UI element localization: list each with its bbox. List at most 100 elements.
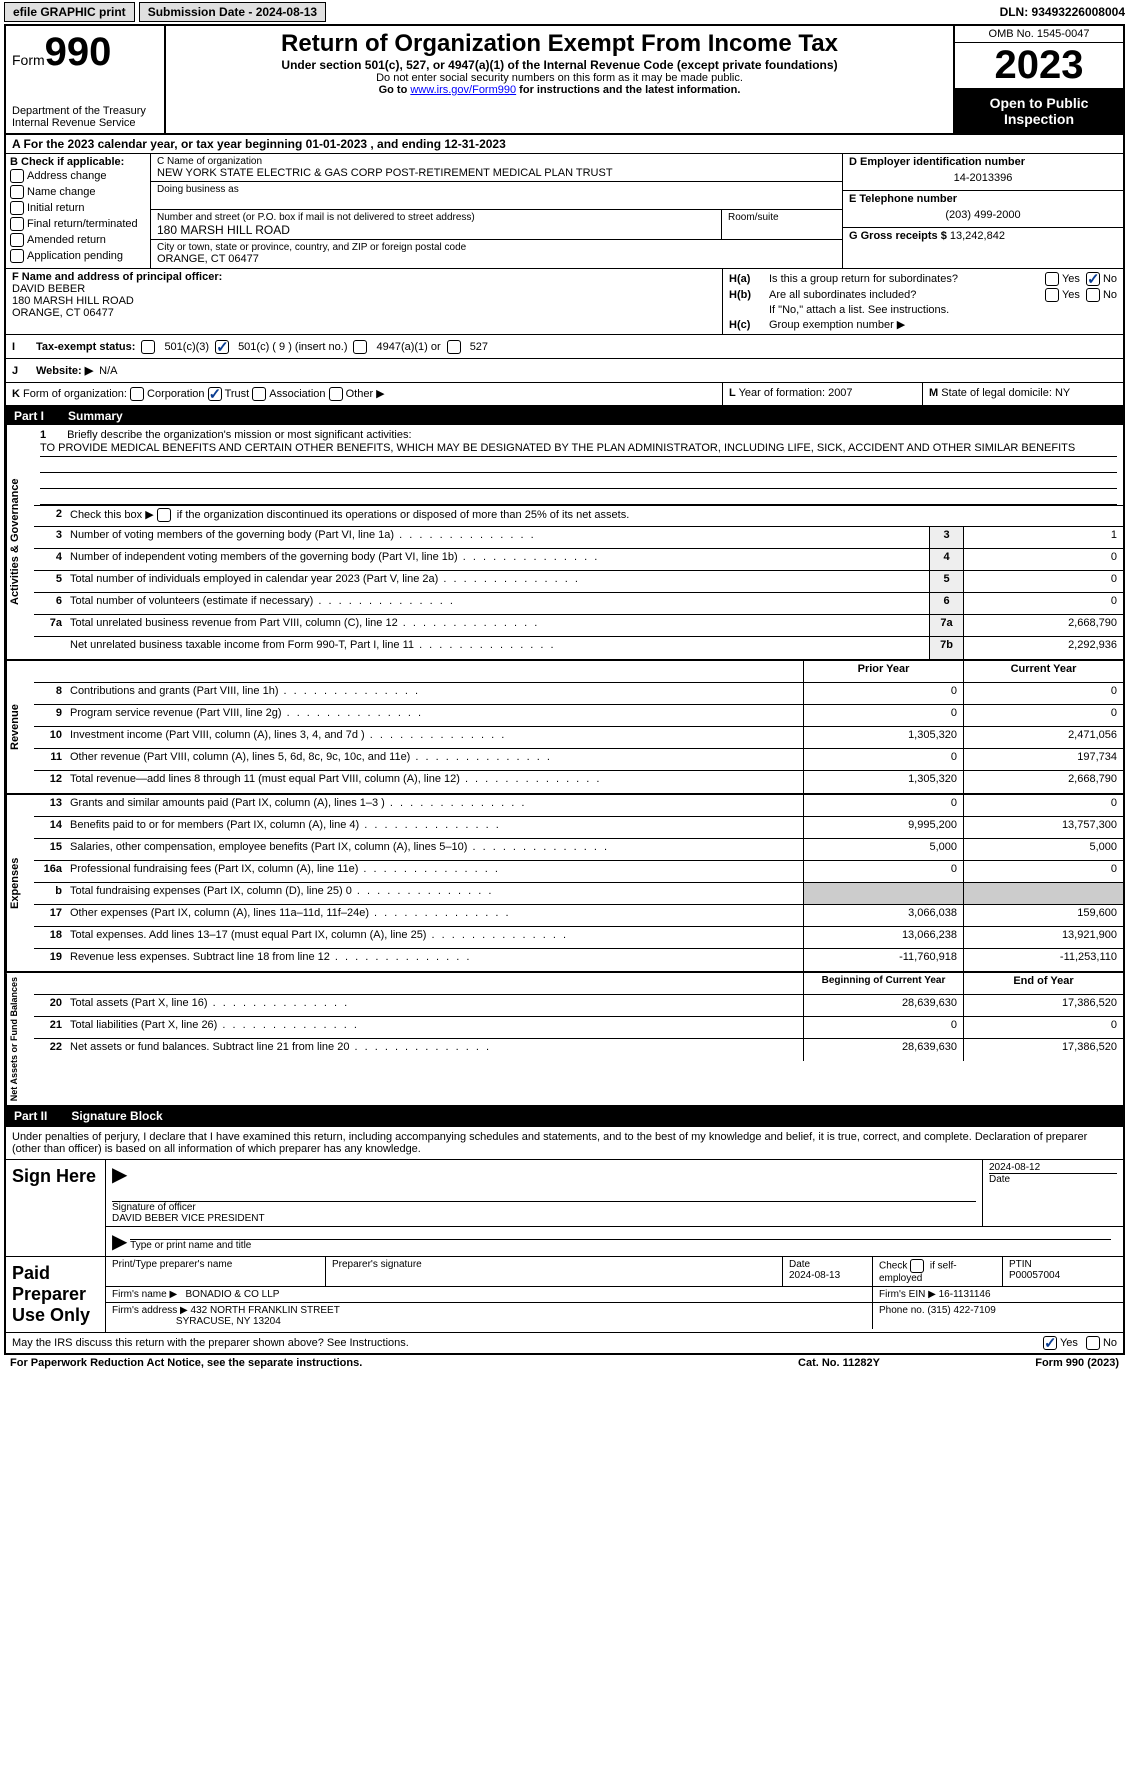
- cb-label: Initial return: [27, 202, 84, 214]
- row-desc: Investment income (Part VIII, column (A)…: [66, 727, 803, 748]
- firm-addr-label: Firm's address ▶: [112, 1305, 188, 1316]
- addr-cell: Number and street (or P.O. box if mail i…: [151, 210, 722, 239]
- checkbox-icon[interactable]: [10, 201, 24, 215]
- row-desc: Other expenses (Part IX, column (A), lin…: [66, 905, 803, 926]
- col-de: D Employer identification number 14-2013…: [843, 154, 1123, 268]
- efile-button[interactable]: efile GRAPHIC print: [4, 2, 135, 22]
- row-desc: Professional fundraising fees (Part IX, …: [66, 861, 803, 882]
- checkbox-icon[interactable]: [157, 508, 171, 522]
- checkbox-icon[interactable]: [10, 185, 24, 199]
- irs-link[interactable]: www.irs.gov/Form990: [410, 84, 516, 96]
- checkbox-icon[interactable]: [329, 387, 343, 401]
- row-current: 13,921,900: [963, 927, 1123, 948]
- checkbox-icon[interactable]: [353, 340, 367, 354]
- dba-cell: Doing business as: [151, 182, 842, 210]
- exp-rows: 13 Grants and similar amounts paid (Part…: [34, 795, 1123, 971]
- row-l-text: Year of formation: 2007: [739, 387, 853, 399]
- net-vlabel: Net Assets or Fund Balances: [6, 973, 34, 1105]
- row-current: 159,600: [963, 905, 1123, 926]
- exp-section: Expenses 13 Grants and similar amounts p…: [6, 795, 1123, 973]
- blank: [34, 973, 66, 994]
- summary-row: 3 Number of voting members of the govern…: [34, 527, 1123, 549]
- footer-center: Cat. No. 11282Y: [759, 1357, 919, 1369]
- form-word: Form: [12, 52, 45, 68]
- checkbox-icon[interactable]: [1086, 288, 1100, 302]
- firm-addr2: SYRACUSE, NY 13204: [176, 1316, 281, 1327]
- checkbox-icon[interactable]: [447, 340, 461, 354]
- blank: [66, 661, 803, 682]
- row-num: 11: [34, 749, 66, 770]
- paid-row: Paid Preparer Use Only Print/Type prepar…: [6, 1257, 1123, 1333]
- row-current: 17,386,520: [963, 1039, 1123, 1061]
- row-val: 2,292,936: [963, 637, 1123, 659]
- checkbox-icon[interactable]: [10, 169, 24, 183]
- footer-right: Form 990 (2023): [919, 1357, 1119, 1369]
- checkbox-icon[interactable]: [10, 217, 24, 231]
- row-current: 17,386,520: [963, 995, 1123, 1016]
- row-k-label: K: [12, 388, 20, 400]
- checkbox-icon[interactable]: [130, 387, 144, 401]
- col-b: B Check if applicable: Address change Na…: [6, 154, 151, 268]
- sig-intro: Under penalties of perjury, I declare th…: [6, 1127, 1123, 1160]
- cb-amended: Amended return: [10, 232, 146, 248]
- submission-button[interactable]: Submission Date - 2024-08-13: [139, 2, 326, 22]
- checkbox-icon[interactable]: [252, 387, 266, 401]
- summary-row: 12 Total revenue—add lines 8 through 11 …: [34, 771, 1123, 793]
- checkbox-icon[interactable]: [215, 340, 229, 354]
- current-year-hdr: Current Year: [963, 661, 1123, 682]
- row-num: 14: [34, 817, 66, 838]
- may-text: May the IRS discuss this return with the…: [12, 1337, 1043, 1349]
- row-val: 1: [963, 527, 1123, 548]
- hb-note: If "No," attach a list. See instructions…: [769, 304, 1117, 316]
- firm-ein-cell: Firm's EIN ▶ 16-1131146: [873, 1287, 1123, 1302]
- footer-left: For Paperwork Reduction Act Notice, see …: [10, 1357, 759, 1369]
- arrow-icon: ▶: [112, 1164, 127, 1186]
- checkbox-icon[interactable]: [1086, 272, 1100, 286]
- row-desc: Total number of individuals employed in …: [66, 571, 929, 592]
- row-current: 197,734: [963, 749, 1123, 770]
- checkbox-icon[interactable]: [10, 249, 24, 263]
- checkbox-icon[interactable]: [910, 1259, 924, 1273]
- opt-4947: 4947(a)(1) or: [376, 341, 440, 353]
- row-prior: 0: [803, 795, 963, 816]
- checkbox-icon[interactable]: [1043, 1336, 1057, 1350]
- row-desc: Revenue less expenses. Subtract line 18 …: [66, 949, 803, 971]
- checkbox-icon[interactable]: [1045, 272, 1059, 286]
- room-label: Room/suite: [728, 212, 836, 223]
- row-num: 22: [34, 1039, 66, 1061]
- cb-final: Final return/terminated: [10, 216, 146, 232]
- checkbox-icon[interactable]: [10, 233, 24, 247]
- row-num: b: [34, 883, 66, 904]
- arrow-icon: ▶: [112, 1231, 127, 1253]
- opt-501c3: 501(c)(3): [164, 341, 209, 353]
- tel-value: (203) 499-2000: [849, 205, 1117, 225]
- row-num: 18: [34, 927, 66, 948]
- checkbox-icon[interactable]: [1045, 288, 1059, 302]
- officer-addr1: 180 MARSH HILL ROAD: [12, 295, 716, 307]
- row-desc: Number of voting members of the governin…: [66, 527, 929, 548]
- row-j-label: J: [12, 365, 30, 377]
- row-current: 0: [963, 683, 1123, 704]
- omb-text: OMB No. 1545-0047: [955, 26, 1123, 43]
- row-prior: -11,760,918: [803, 949, 963, 971]
- ptin-cell: PTINP00057004: [1003, 1257, 1123, 1286]
- summary-row: 14 Benefits paid to or for members (Part…: [34, 817, 1123, 839]
- part1-num: Part I: [14, 409, 44, 423]
- hc-text: Group exemption number ▶: [769, 318, 1117, 331]
- row-box: 5: [929, 571, 963, 592]
- opt-527: 527: [470, 341, 488, 353]
- form-label: Form990: [12, 30, 158, 75]
- checkbox-icon[interactable]: [208, 387, 222, 401]
- row-box: 6: [929, 593, 963, 614]
- row-num: 5: [34, 571, 66, 592]
- mission-blank: [40, 457, 1117, 473]
- checkbox-icon[interactable]: [1086, 1336, 1100, 1350]
- checkbox-icon[interactable]: [141, 340, 155, 354]
- footer: For Paperwork Reduction Act Notice, see …: [4, 1355, 1125, 1371]
- topbar: efile GRAPHIC print Submission Date - 20…: [0, 0, 1129, 24]
- cb-label: Final return/terminated: [27, 218, 138, 230]
- row-j-text: Website: ▶: [36, 364, 93, 377]
- row-i: I Tax-exempt status: 501(c)(3) 501(c) ( …: [6, 335, 1123, 359]
- ha-text: Is this a group return for subordinates?: [769, 273, 1045, 285]
- line2-desc: Check this box ▶ if the organization dis…: [66, 506, 1123, 526]
